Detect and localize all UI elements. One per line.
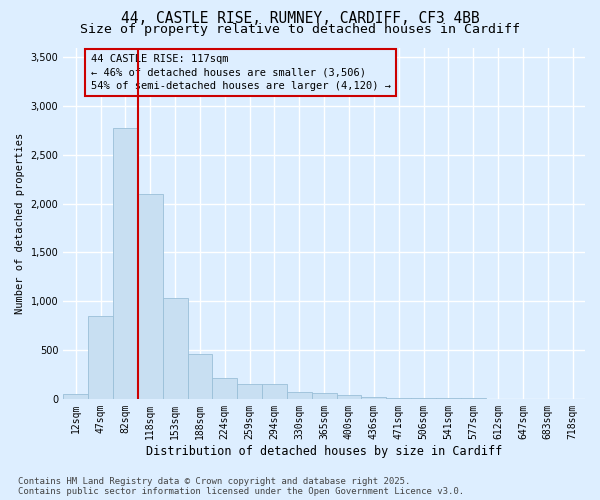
Text: Contains HM Land Registry data © Crown copyright and database right 2025.
Contai: Contains HM Land Registry data © Crown c… [18,476,464,496]
Bar [138,194,163,399]
Bar [287,392,312,399]
Text: Size of property relative to detached houses in Cardiff: Size of property relative to detached ho… [80,22,520,36]
Bar [337,395,361,399]
Bar [237,384,262,399]
Text: 44, CASTLE RISE, RUMNEY, CARDIFF, CF3 4BB: 44, CASTLE RISE, RUMNEY, CARDIFF, CF3 4B… [121,11,479,26]
Bar [63,394,88,399]
Bar [386,398,411,399]
Bar [312,393,337,399]
Bar [411,398,436,399]
Bar [212,378,237,399]
X-axis label: Distribution of detached houses by size in Cardiff: Distribution of detached houses by size … [146,444,502,458]
Bar [361,398,386,399]
Text: 44 CASTLE RISE: 117sqm
← 46% of detached houses are smaller (3,506)
54% of semi-: 44 CASTLE RISE: 117sqm ← 46% of detached… [91,54,391,90]
Bar [163,298,188,399]
Bar [188,354,212,399]
Bar [262,384,287,399]
Bar [113,128,138,399]
Y-axis label: Number of detached properties: Number of detached properties [15,132,25,314]
Bar [88,316,113,399]
